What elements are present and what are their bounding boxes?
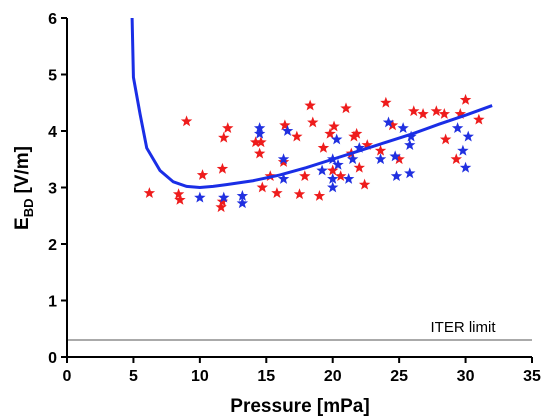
y-title-sub: BD (21, 199, 36, 218)
star-point (253, 147, 266, 159)
y-tick-label: 4 (48, 124, 57, 141)
star-point (215, 201, 227, 213)
star-point (334, 170, 347, 182)
star-point (386, 119, 399, 131)
star-point (218, 131, 230, 143)
star-point (307, 116, 319, 128)
y-title-main: E (12, 217, 33, 230)
star-point (216, 162, 229, 174)
star-point (327, 164, 339, 176)
star-point (281, 125, 294, 136)
star-point (380, 96, 392, 108)
x-tick-label: 25 (390, 368, 408, 385)
star-point (346, 153, 359, 165)
y-title-unit: [V/m] (12, 146, 33, 194)
star-point (353, 141, 365, 153)
star-point (390, 170, 403, 182)
star-point (218, 191, 230, 203)
star-point (439, 133, 452, 145)
x-tick-label: 30 (457, 368, 475, 385)
star-point (454, 108, 466, 119)
star-point (316, 164, 328, 176)
star-point (299, 170, 311, 182)
x-tick-label: 15 (257, 368, 275, 385)
star-point (330, 133, 343, 145)
star-point (374, 153, 387, 165)
star-point (253, 127, 266, 139)
star-point (253, 122, 266, 134)
star-point (389, 150, 401, 162)
star-point (361, 139, 373, 150)
star-point (279, 119, 291, 131)
star-point (249, 136, 262, 148)
x-tick-label: 0 (63, 368, 72, 385)
star-point (405, 130, 417, 142)
star-point (404, 167, 416, 179)
x-tick-label: 20 (324, 368, 342, 385)
star-point (180, 115, 193, 127)
y-tick-label: 6 (48, 11, 57, 28)
star-point (350, 127, 363, 139)
star-point (143, 187, 156, 198)
y-tick-label: 5 (48, 68, 57, 85)
star-point (473, 113, 485, 125)
star-point (194, 191, 206, 203)
fit-line (130, 17, 493, 190)
star-point (256, 181, 269, 193)
star-point (459, 93, 472, 105)
star-point (317, 141, 330, 153)
star-point (438, 108, 451, 119)
star-point (374, 144, 387, 156)
star-point (271, 187, 283, 198)
star-point (332, 158, 344, 170)
star-point (236, 189, 249, 201)
x-tick-label: 5 (129, 368, 138, 385)
star-point (236, 197, 249, 209)
star-point (291, 130, 303, 142)
star-point (255, 136, 267, 148)
star-point (324, 127, 336, 139)
star-point (462, 130, 474, 142)
star-point (417, 108, 429, 119)
star-point (393, 153, 405, 165)
star-point (327, 173, 339, 184)
star-point (277, 153, 290, 165)
y-tick-label: 2 (48, 237, 57, 254)
star-point (408, 105, 420, 117)
star-point (358, 178, 371, 190)
y-tick-label: 0 (48, 350, 57, 367)
star-point (457, 144, 469, 156)
x-tick-label: 35 (523, 368, 541, 385)
annotation-label: ITER limit (431, 319, 497, 336)
star-point (196, 169, 209, 180)
star-point (172, 188, 185, 200)
star-point (342, 173, 355, 184)
star-point (222, 122, 234, 134)
star-point (327, 181, 339, 193)
star-point (174, 193, 186, 205)
y-tick-label: 1 (48, 294, 57, 311)
star-point (340, 102, 352, 114)
x-tick-label: 10 (191, 368, 209, 385)
y-axis-title: EBD [V/m] (12, 146, 36, 230)
star-point (404, 139, 416, 150)
y-tick-label: 3 (48, 181, 57, 198)
star-point (459, 161, 472, 173)
x-axis-title: Pressure [mPa] (230, 396, 369, 417)
star-point (397, 122, 409, 134)
star-point (328, 120, 340, 132)
star-point (450, 153, 462, 165)
star-point (293, 188, 306, 200)
star-point (451, 122, 464, 134)
star-point (382, 116, 395, 128)
star-point (304, 99, 316, 111)
star-point (430, 105, 443, 117)
star-point (313, 189, 326, 201)
star-point (277, 173, 290, 184)
star-point (353, 161, 365, 173)
